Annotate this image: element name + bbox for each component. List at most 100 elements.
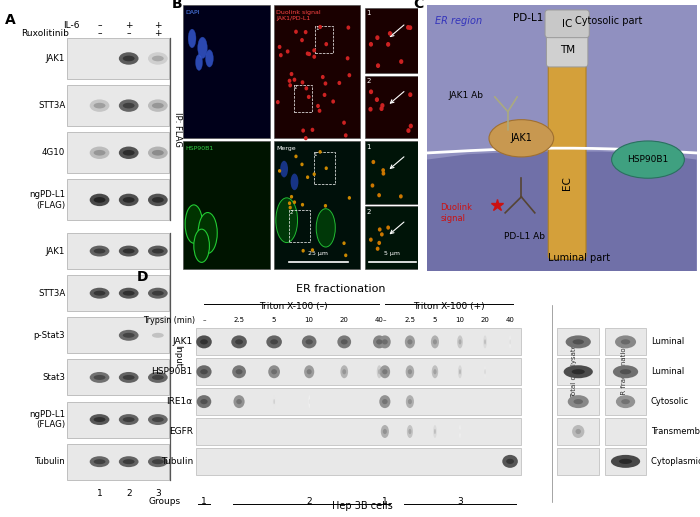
Text: 1: 1 — [314, 151, 317, 157]
Text: HSP90B1: HSP90B1 — [627, 155, 668, 164]
Circle shape — [290, 195, 293, 199]
Circle shape — [374, 97, 379, 102]
Ellipse shape — [152, 197, 164, 203]
Ellipse shape — [148, 52, 168, 65]
Circle shape — [293, 201, 296, 204]
Text: 2: 2 — [366, 209, 371, 215]
Text: 10: 10 — [304, 317, 314, 323]
Ellipse shape — [340, 365, 348, 378]
Ellipse shape — [197, 365, 211, 378]
Text: Input: Input — [173, 345, 182, 367]
Text: Triton X-100 (+): Triton X-100 (+) — [413, 302, 484, 311]
Circle shape — [375, 35, 379, 40]
Ellipse shape — [489, 119, 554, 157]
Text: Cytoplasmic protein: Cytoplasmic protein — [651, 457, 700, 466]
Circle shape — [288, 79, 291, 83]
Ellipse shape — [273, 395, 275, 408]
Circle shape — [408, 25, 412, 30]
Polygon shape — [427, 151, 696, 271]
Circle shape — [279, 53, 283, 57]
Text: 40: 40 — [375, 317, 384, 323]
Circle shape — [331, 99, 335, 103]
Text: 2.5: 2.5 — [405, 317, 415, 323]
Bar — [67, 402, 169, 437]
Text: Triton X-100 (–): Triton X-100 (–) — [259, 302, 328, 311]
Bar — [196, 388, 522, 415]
Ellipse shape — [268, 365, 280, 378]
Bar — [605, 418, 646, 445]
Ellipse shape — [119, 194, 139, 206]
Circle shape — [307, 95, 311, 99]
Text: JAK1: JAK1 — [46, 54, 65, 63]
Text: –: – — [202, 317, 206, 323]
Ellipse shape — [484, 365, 486, 378]
Ellipse shape — [119, 288, 139, 299]
Ellipse shape — [572, 369, 584, 374]
Circle shape — [369, 89, 373, 94]
Ellipse shape — [195, 54, 202, 70]
Circle shape — [316, 104, 320, 108]
Circle shape — [300, 162, 304, 166]
Ellipse shape — [377, 365, 382, 378]
Ellipse shape — [152, 103, 164, 109]
Text: DAPI: DAPI — [186, 10, 200, 16]
Circle shape — [386, 42, 391, 47]
Circle shape — [344, 133, 348, 138]
Circle shape — [376, 247, 379, 251]
Text: –: – — [97, 29, 102, 38]
Ellipse shape — [234, 395, 244, 408]
Ellipse shape — [316, 209, 335, 247]
Ellipse shape — [407, 339, 412, 344]
Circle shape — [294, 155, 298, 158]
Text: –: – — [127, 29, 131, 38]
Ellipse shape — [621, 399, 630, 404]
Text: –: – — [383, 317, 386, 323]
Circle shape — [307, 52, 311, 56]
Ellipse shape — [270, 339, 278, 344]
Bar — [183, 5, 270, 139]
Circle shape — [306, 175, 309, 179]
Ellipse shape — [568, 395, 589, 408]
Circle shape — [346, 25, 350, 29]
Ellipse shape — [122, 459, 134, 464]
Ellipse shape — [378, 369, 381, 374]
Text: 3: 3 — [155, 489, 161, 498]
Bar — [67, 275, 169, 311]
Text: 40: 40 — [505, 317, 514, 323]
Bar — [274, 5, 360, 139]
Circle shape — [380, 232, 384, 237]
Ellipse shape — [119, 330, 139, 341]
Ellipse shape — [119, 52, 139, 65]
Circle shape — [301, 203, 304, 207]
Circle shape — [290, 72, 293, 76]
Ellipse shape — [94, 459, 106, 464]
Circle shape — [347, 73, 351, 78]
Circle shape — [312, 48, 316, 53]
Ellipse shape — [90, 288, 109, 299]
Ellipse shape — [122, 249, 134, 253]
Text: JAK1: JAK1 — [46, 247, 65, 255]
Ellipse shape — [232, 365, 246, 378]
Bar — [183, 141, 270, 269]
Circle shape — [408, 93, 412, 97]
Ellipse shape — [484, 339, 486, 344]
Circle shape — [304, 136, 308, 140]
Text: Groups: Groups — [148, 497, 181, 506]
Circle shape — [293, 78, 296, 82]
Circle shape — [386, 225, 390, 230]
Text: 10: 10 — [456, 317, 465, 323]
Ellipse shape — [152, 375, 164, 380]
Ellipse shape — [200, 399, 208, 404]
Circle shape — [288, 201, 291, 205]
Circle shape — [372, 160, 375, 164]
Ellipse shape — [573, 399, 583, 404]
Bar — [314, 151, 335, 184]
Circle shape — [342, 120, 346, 125]
Ellipse shape — [152, 333, 164, 338]
Ellipse shape — [276, 198, 298, 242]
Text: ngPD-L1
(FLAG): ngPD-L1 (FLAG) — [29, 410, 65, 429]
Ellipse shape — [290, 174, 298, 190]
Ellipse shape — [231, 336, 247, 348]
Text: 1: 1 — [315, 26, 318, 32]
Ellipse shape — [304, 365, 314, 378]
